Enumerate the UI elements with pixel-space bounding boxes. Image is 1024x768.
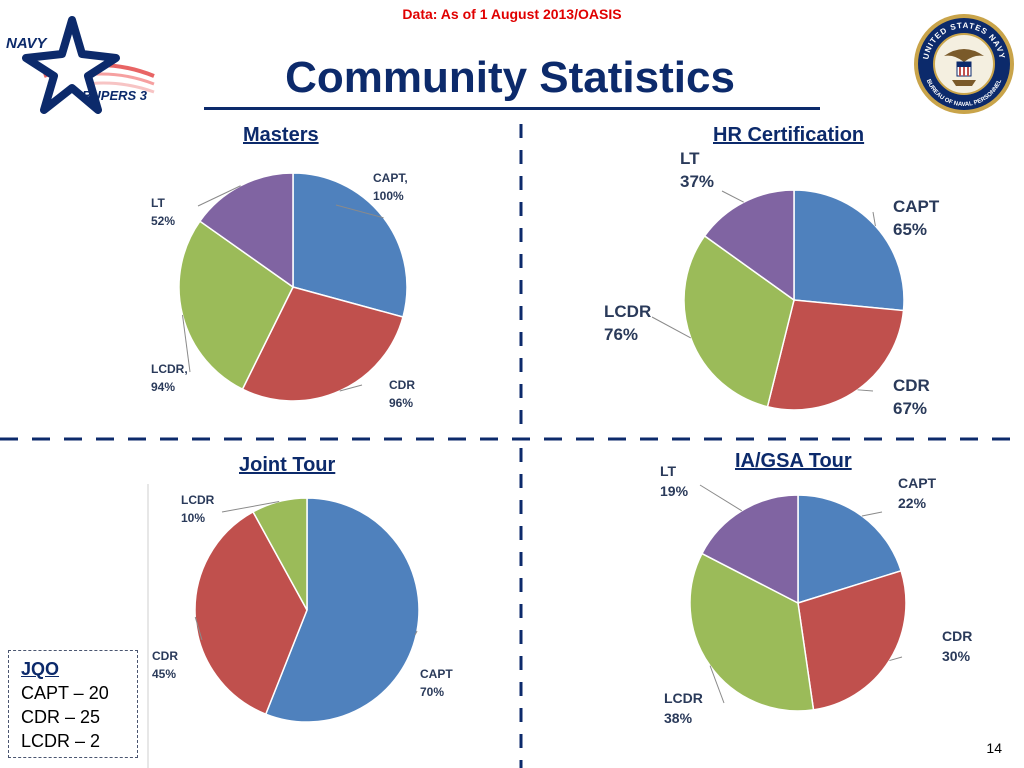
pie-slice [793, 189, 905, 312]
leader-line [889, 656, 903, 662]
leader-line [335, 204, 384, 219]
pie-slice [252, 497, 308, 611]
leader-line [872, 211, 876, 227]
slice-label: CAPT, 100% [373, 171, 408, 203]
page-number: 14 [986, 740, 1002, 756]
leader-line [857, 389, 874, 392]
jqo-line: LCDR – 2 [21, 731, 101, 751]
logo-bupers-text: BUPERS 3 [82, 88, 148, 103]
pie-slice [766, 299, 905, 411]
pie-slice [292, 172, 408, 318]
slice-label: LCDR 38% [664, 690, 703, 726]
leader-line [181, 314, 191, 373]
masters-title: Masters [243, 124, 319, 146]
pie-slice [178, 220, 294, 391]
leader-line [221, 501, 280, 513]
ia-gsa-tour-title: IA/GSA Tour [735, 450, 852, 472]
masters-pie: CAPT, 100% CDR 96% LCDR, 94% LT 52% [151, 171, 415, 410]
hr-certification-pie: CAPT 65% CDR 67% LCDR 76% LT 37% [604, 149, 940, 418]
eagle-icon [944, 49, 984, 86]
title-underline [204, 107, 820, 110]
slice-label: LT 19% [660, 463, 689, 499]
slice-label: CAPT 65% [893, 197, 940, 239]
pie-slice [198, 172, 294, 289]
slice-label: CAPT 70% [420, 667, 453, 699]
leader-line [197, 185, 241, 207]
leader-line [194, 616, 203, 641]
pie-slice [683, 234, 795, 408]
leader-line [339, 384, 363, 392]
slice-label: LCDR 10% [181, 493, 215, 525]
pie-slice [241, 286, 404, 402]
slice-label: LCDR, 94% [151, 362, 188, 394]
jqo-title: JQO [21, 659, 60, 679]
slice-label: CDR 30% [942, 628, 972, 664]
leader-line [721, 190, 744, 203]
slice-label: CDR 45% [152, 649, 178, 681]
bupers-star-logo: NAVY BUPERS 3 [6, 16, 155, 114]
slice-label: LCDR 76% [604, 302, 651, 344]
slice-label: LT 52% [151, 196, 175, 228]
data-source-note: Data: As of 1 August 2013/OASIS [402, 6, 622, 22]
ia-gsa-tour-pie: CAPT 22% CDR 30% LCDR 38% LT 19% [660, 463, 972, 726]
slice-label: CDR 67% [893, 376, 930, 418]
jqo-box: JQO CAPT – 20 CDR – 25 LCDR – 2 [8, 650, 138, 758]
leader-line [651, 316, 692, 339]
leader-line [699, 484, 743, 512]
joint-tour-pie: CAPT 70% CDR 45% LCDR 10% [152, 493, 453, 723]
navy-seal-logo: UNITED STATES NAVY BUREAU OF NAVAL PERSO… [914, 14, 1014, 114]
jqo-line: CDR – 25 [21, 707, 101, 727]
slice-label: LT 37% [680, 149, 714, 191]
page-title: Community Statistics [285, 53, 735, 102]
leader-line [861, 511, 883, 517]
star-icon [22, 16, 120, 114]
slice-label: CAPT 22% [898, 475, 937, 511]
jqo-line: CAPT – 20 [21, 683, 109, 703]
leader-line [414, 630, 418, 636]
leader-line [709, 665, 725, 704]
slice-label: CDR 96% [389, 378, 415, 410]
hr-certification-title: HR Certification [713, 124, 865, 146]
pie-slice [689, 552, 815, 712]
pie-slice [797, 569, 907, 711]
joint-tour-title: Joint Tour [239, 454, 336, 476]
logo-navy-text: NAVY [6, 35, 49, 52]
